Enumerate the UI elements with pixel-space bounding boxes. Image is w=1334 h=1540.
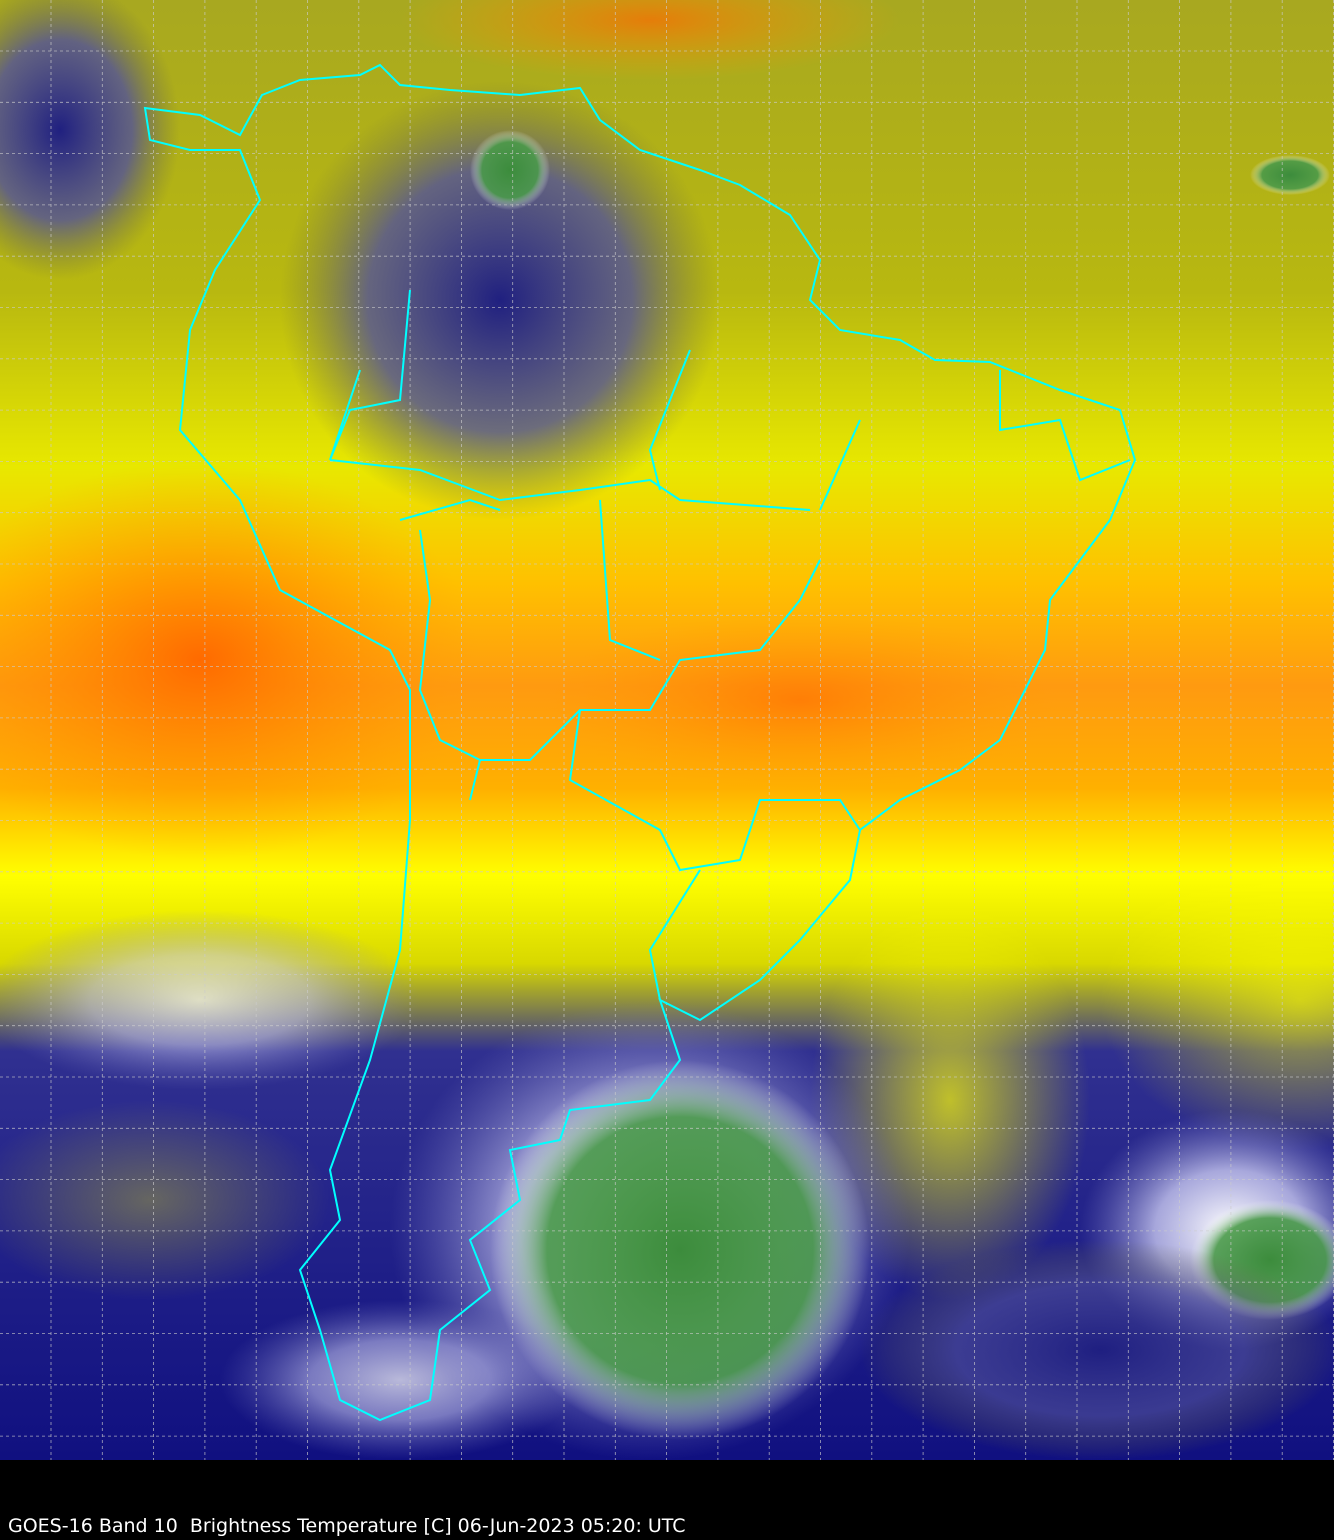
cloud-features	[0, 0, 1334, 1460]
satellite-map	[0, 0, 1334, 1460]
internal-border	[329, 289, 1131, 1001]
south-america-coastline	[143, 63, 1137, 1422]
country-borders	[143, 63, 1137, 1422]
image-caption: GOES-16 Band 10 Brightness Temperature […	[8, 1515, 686, 1537]
